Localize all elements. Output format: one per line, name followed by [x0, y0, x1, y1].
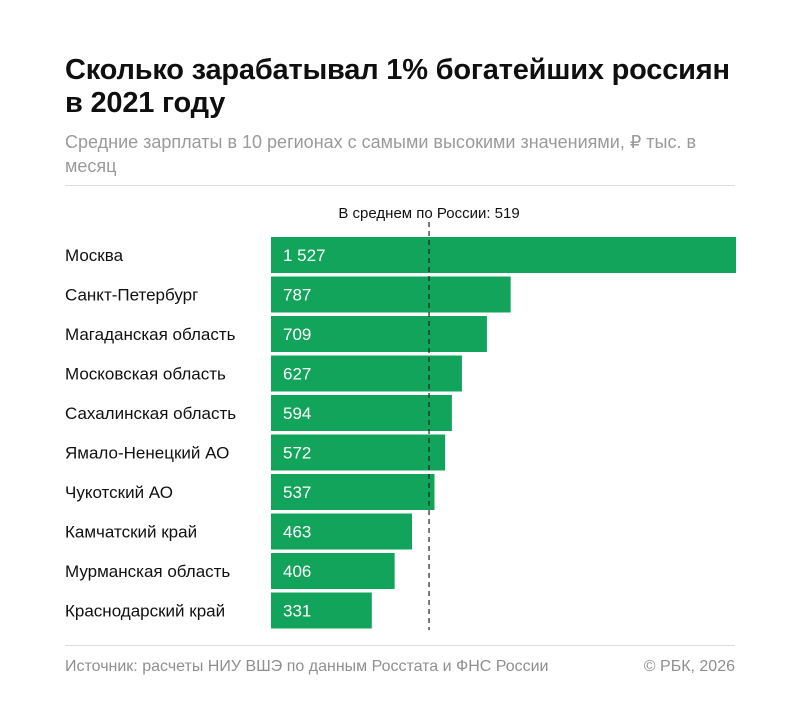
bar — [271, 395, 452, 431]
bar — [271, 434, 446, 471]
bar-value-label: 787 — [283, 286, 311, 305]
bar-value-label: 709 — [283, 325, 311, 344]
category-label: Ямало-Ненецкий АО — [65, 444, 229, 463]
source-note: Источник: расчеты НИУ ВШЭ по данным Росс… — [65, 658, 549, 675]
average-reference-label: В среднем по России: 519 — [338, 205, 519, 222]
category-label: Москва — [65, 246, 124, 265]
bar-value-label: 406 — [283, 562, 311, 581]
category-label: Московская область — [65, 365, 226, 384]
bar-value-label: 537 — [283, 483, 311, 502]
bar — [271, 355, 462, 392]
bar — [271, 237, 736, 273]
category-label: Санкт-Петербург — [65, 286, 198, 305]
bar-value-label: 627 — [283, 365, 311, 384]
bar-value-label: 463 — [283, 523, 311, 542]
bar — [271, 553, 395, 589]
bar-value-label: 331 — [283, 602, 311, 621]
bar — [271, 316, 487, 352]
bar — [271, 474, 435, 510]
top-divider — [65, 185, 735, 186]
category-label: Камчатский край — [65, 523, 197, 542]
chart-title: Сколько зарабатывал 1% богатейших россия… — [65, 54, 730, 119]
bottom-divider — [65, 645, 735, 646]
category-label: Краснодарский край — [65, 602, 225, 621]
bar — [271, 592, 372, 629]
category-label: Магаданская область — [65, 325, 236, 344]
bar-value-label: 594 — [283, 404, 311, 423]
bar-value-label: 1 527 — [283, 246, 326, 265]
category-label: Сахалинская область — [65, 404, 236, 423]
category-label: Мурманская область — [65, 562, 230, 581]
copyright-note: © РБК, 2026 — [643, 658, 735, 675]
category-label: Чукотский АО — [65, 483, 173, 502]
bar-value-label: 572 — [283, 444, 311, 463]
bar — [271, 276, 511, 313]
bar — [271, 513, 412, 550]
chart-subtitle: Средние зарплаты в 10 регионах с самыми … — [65, 132, 697, 176]
